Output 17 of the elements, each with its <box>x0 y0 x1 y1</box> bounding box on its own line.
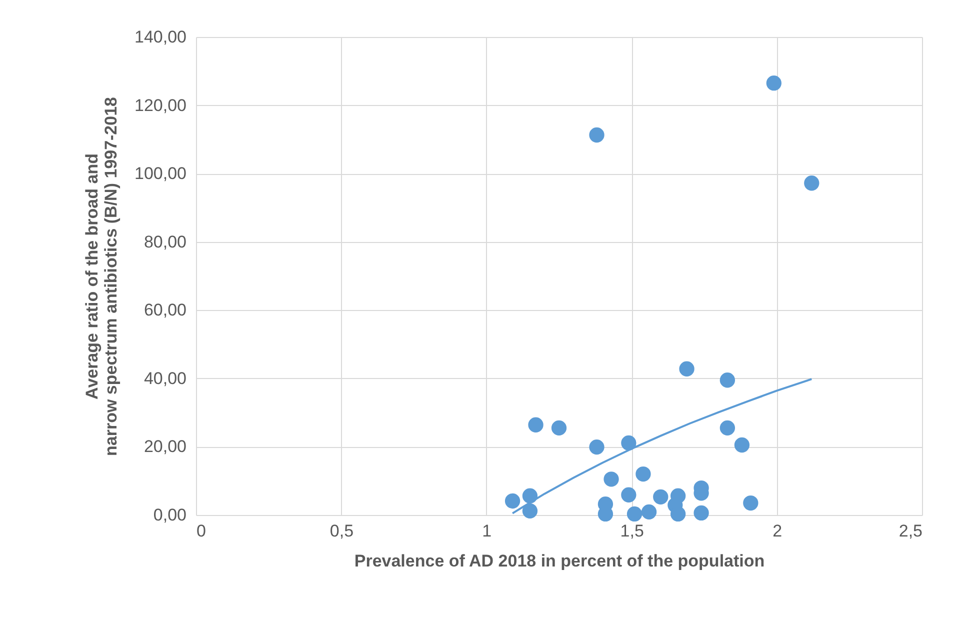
x-tick-label: 2,5 <box>898 522 922 540</box>
y-tick-label: 60,00 <box>144 300 186 320</box>
y-axis-title: Average ratio of the broad and narrow spectrum antibiotics (B/N) 1997-2018 <box>82 96 121 456</box>
y-tick-label: 120,00 <box>134 96 186 115</box>
y-tick-label: 40,00 <box>144 368 186 388</box>
y-tick-label: 20,00 <box>144 437 186 456</box>
x-tick-label: 1,5 <box>620 522 644 540</box>
line-series <box>512 378 813 514</box>
x-tick-label: 0 <box>196 522 206 540</box>
x-tick-label: 2 <box>772 522 782 540</box>
x-tick-label: 0,5 <box>330 522 354 540</box>
y-tick-label: 0,00 <box>153 506 186 524</box>
y-tick-label: 80,00 <box>144 232 186 252</box>
y-tick-label: 140,00 <box>134 28 186 46</box>
y-tick-label: 100,00 <box>134 164 186 184</box>
x-tick-label: 1 <box>482 522 492 540</box>
x-axis-title: Prevalence of AD 2018 in percent of the population <box>354 552 765 570</box>
